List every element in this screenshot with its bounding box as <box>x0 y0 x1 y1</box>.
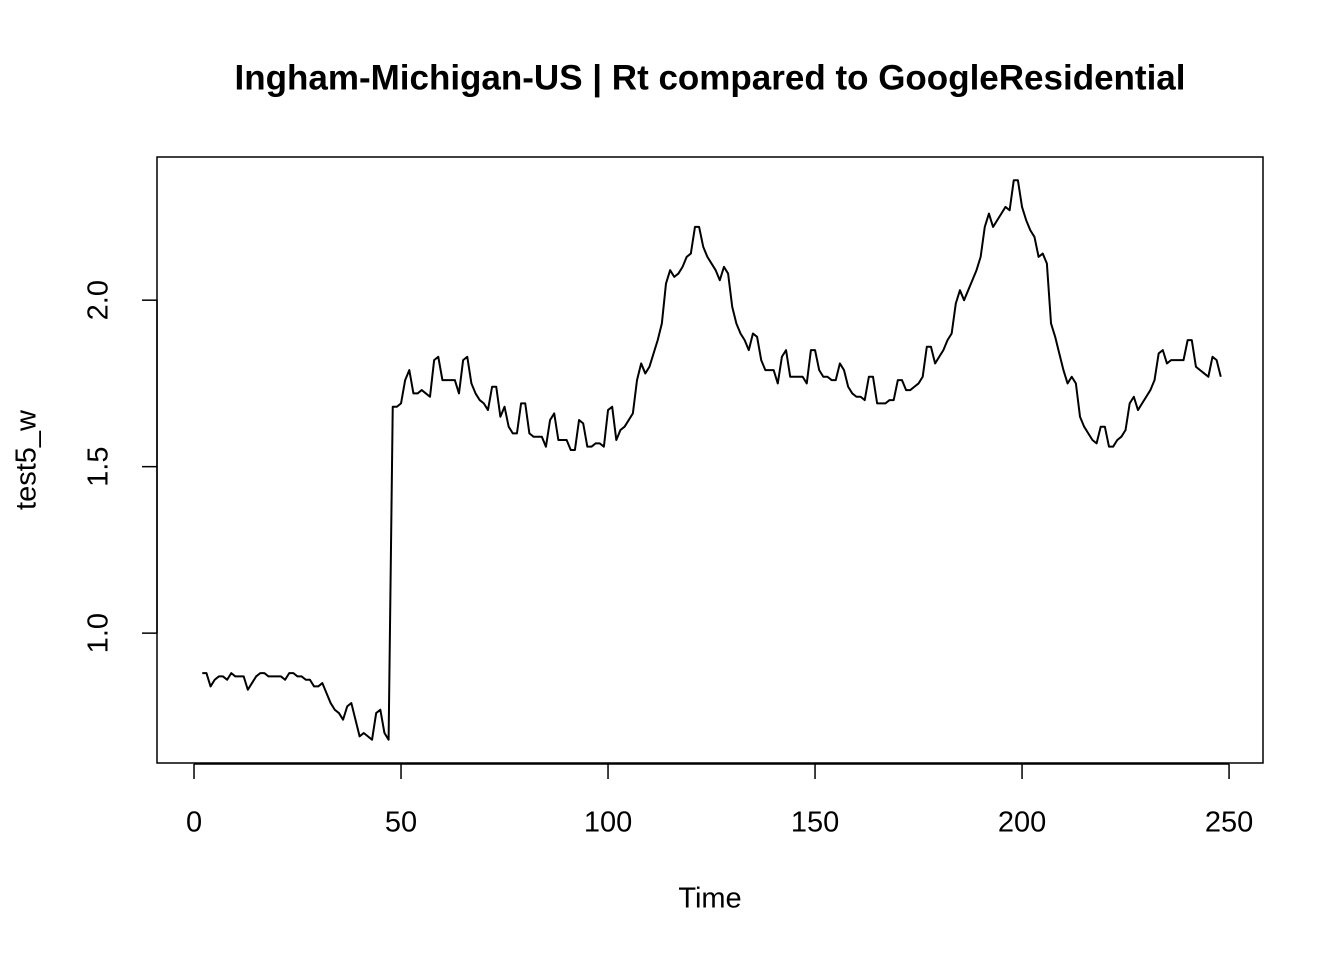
x-tick-label: 150 <box>791 807 839 839</box>
x-tick-label: 250 <box>1205 807 1253 839</box>
plot-frame <box>156 156 1264 764</box>
y-tick-label: 1.0 <box>83 613 115 653</box>
y-axis-label: test5_w <box>11 409 43 510</box>
chart-title: Ingham-Michigan-US | Rt compared to Goog… <box>235 58 1186 97</box>
x-tick-label: 100 <box>584 807 632 839</box>
y-tick-label: 2.0 <box>83 280 115 320</box>
x-tick-label: 200 <box>998 807 1046 839</box>
x-tick-label: 0 <box>186 807 202 839</box>
data-line <box>202 179 1222 741</box>
x-tick-label: 50 <box>385 807 417 839</box>
x-axis-label: Time <box>678 883 741 915</box>
y-tick-label: 1.5 <box>83 446 115 486</box>
